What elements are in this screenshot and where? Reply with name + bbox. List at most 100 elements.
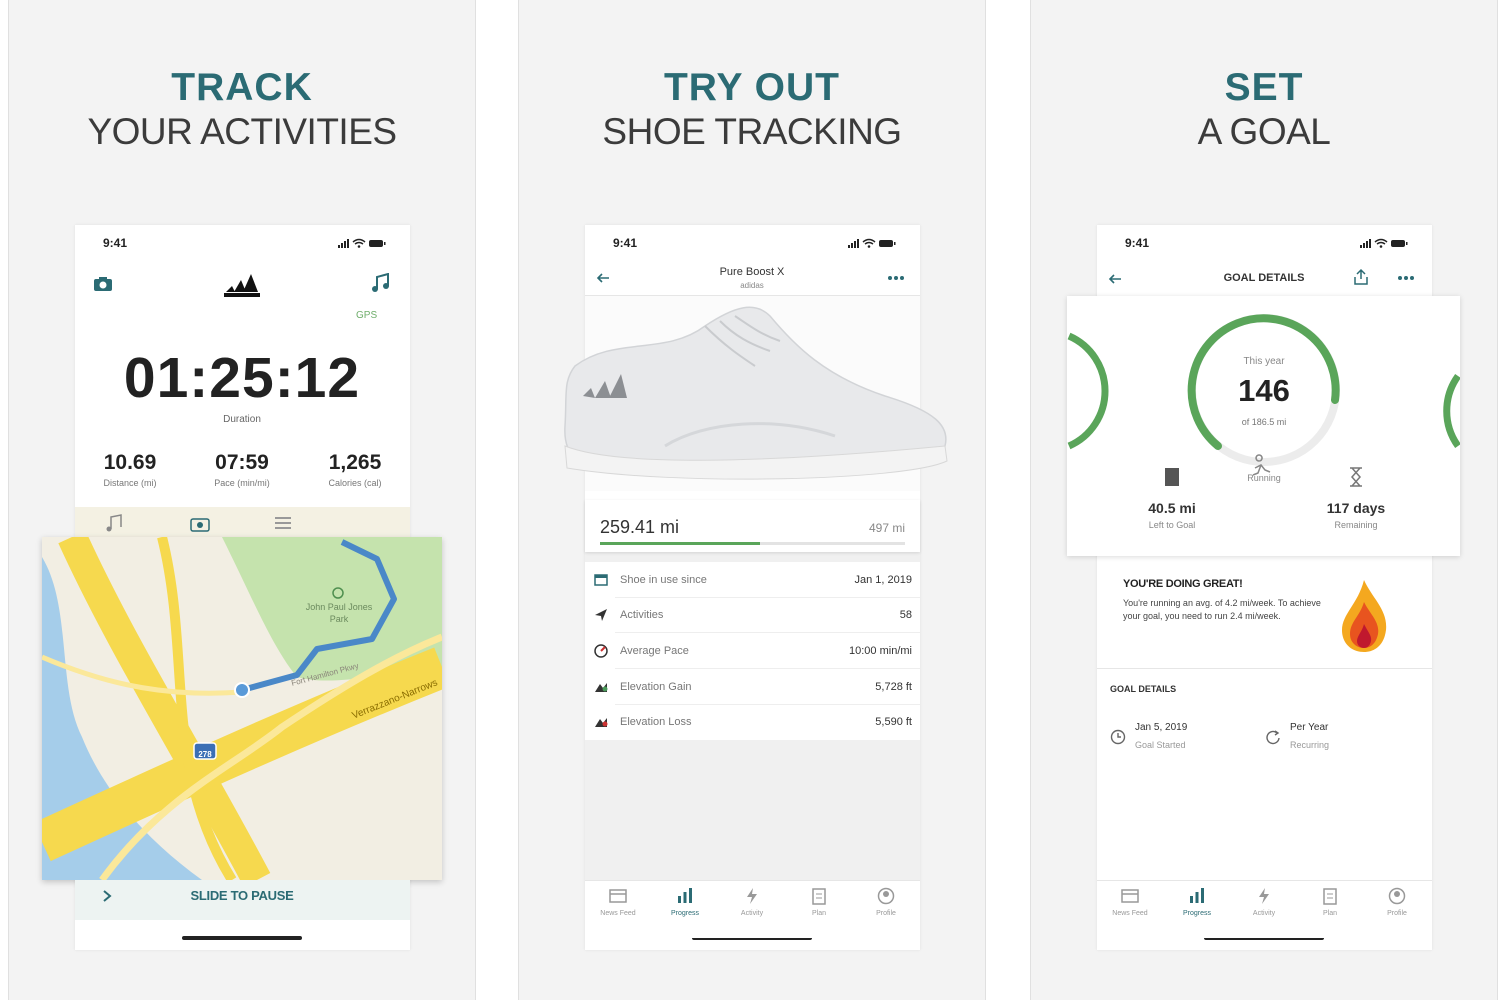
stat-label: Calories (cal): [328, 478, 382, 488]
control-icons: [106, 514, 291, 532]
row-icon-part: [602, 686, 608, 692]
row-icon-part: [600, 646, 606, 652]
stat-value: 1,265: [328, 451, 382, 474]
section-title: GOAL DETAILS: [1110, 684, 1177, 694]
more-icon-part: [1398, 276, 1402, 280]
detail-icon-part: [1266, 730, 1280, 745]
goal-ring-part: [1187, 314, 1340, 450]
control-bar: [75, 507, 410, 537]
goal-stat-value: 117 days: [1326, 500, 1386, 516]
status-icons-part: [338, 245, 340, 248]
status-icons: [1360, 238, 1408, 248]
panel-subheading: A GOAL: [1197, 111, 1331, 152]
shoe-image-part: [664, 422, 836, 448]
control-icons-part: [275, 527, 291, 529]
goal-stat-label: Left to Goal: [1148, 520, 1196, 530]
status-icons-part: [344, 241, 346, 248]
status-icons-part: [854, 241, 856, 248]
map-part: [157, 537, 237, 880]
row-value: 5,590 ft: [875, 716, 912, 728]
map-part: [193, 742, 217, 760]
tab-icon-part: [812, 888, 826, 905]
home-indicator: [1204, 936, 1324, 940]
detail-label: Goal Started: [1135, 740, 1186, 750]
tab-label: Activity: [740, 910, 764, 917]
control-icons-part: [110, 514, 122, 529]
status-icons-part: [352, 238, 366, 245]
shoe-image-part: [704, 315, 781, 367]
tab-label: News Feed: [600, 910, 636, 917]
status-icons-part: [347, 239, 349, 248]
tab-icon: [1323, 888, 1337, 905]
status-icons-part: [862, 238, 876, 245]
map-part: [42, 647, 442, 862]
goal-stat-label: Remaining: [1334, 520, 1378, 530]
map-part: [42, 654, 243, 696]
divider: [585, 295, 920, 296]
map-part: [222, 537, 442, 681]
tab-icon-part: [609, 889, 627, 903]
status-icons-part: [1374, 238, 1388, 245]
detail-icon-part: [1110, 729, 1126, 745]
status-icons-part: [1360, 245, 1362, 248]
flame-icon: [1342, 580, 1387, 652]
back-arrow: [596, 273, 609, 283]
panel-heading: TRY OUT: [663, 66, 840, 109]
tab-label: Plan: [1322, 910, 1337, 917]
panel-subheading: SHOE TRACKING: [602, 111, 902, 152]
status-icons-part: [1369, 239, 1371, 248]
shoe-image-part: [564, 445, 948, 480]
status-icons-part: [357, 245, 361, 248]
tab-label: Progress: [670, 910, 699, 917]
map-part: [241, 539, 397, 693]
row-label: Elevation Gain: [620, 681, 692, 693]
tab-icon-part: [1190, 896, 1193, 903]
goal-ring-part: [1443, 373, 1460, 449]
more-icon-part: [900, 276, 904, 280]
tab-icon: [1190, 888, 1204, 903]
row-icon-part: [595, 609, 607, 621]
tab-icon: [812, 888, 826, 905]
more-icon: [1398, 276, 1414, 280]
goal-ring-part: [1350, 467, 1362, 487]
row-label: Shoe in use since: [620, 574, 707, 586]
row-icon-part: [594, 644, 608, 658]
more-icon: [888, 276, 904, 280]
stat-label: Pace (min/mi): [214, 478, 270, 488]
map-label: 278: [198, 750, 212, 759]
goal-stat-value: 40.5 mi: [1148, 500, 1196, 516]
goal-ring: [1067, 314, 1460, 487]
control-icons-part: [197, 522, 203, 528]
music-icon-part: [376, 273, 389, 289]
tab-icon-part: [1121, 889, 1139, 903]
map-part: [99, 633, 442, 880]
tab-icon: [1259, 888, 1269, 904]
ring-subtitle: of 186.5 mi: [1241, 417, 1287, 427]
back-arrow: [1108, 274, 1121, 284]
tab-icon: [877, 887, 895, 905]
map-part: [234, 682, 250, 698]
slider-label: SLIDE TO PAUSE: [190, 888, 294, 903]
row-value: 10:00 min/mi: [849, 645, 912, 657]
row-icon: [595, 718, 608, 727]
sport-label: Running: [1247, 473, 1281, 483]
screen-title: Pure Boost X: [719, 266, 785, 278]
row-icon: [594, 574, 608, 586]
tab-icon: [1121, 889, 1139, 903]
tab-icon: [678, 888, 692, 903]
status-time: 9:41: [613, 236, 638, 250]
map-part: [58, 537, 271, 880]
tab-icon: [609, 889, 627, 903]
status-icons-part: [369, 240, 383, 247]
status-icons-part: [1363, 243, 1365, 248]
tab-icon-part: [1388, 887, 1406, 905]
row-value: 5,728 ft: [875, 681, 912, 693]
tab-icon: [747, 888, 757, 904]
tab-icon-part: [747, 888, 757, 904]
row-value: 58: [899, 609, 912, 621]
brand-logo-part: [226, 274, 258, 292]
tab-label: Plan: [811, 910, 826, 917]
row-value: Jan 1, 2019: [854, 574, 913, 586]
share-icon: [1354, 268, 1368, 285]
status-icons: [338, 238, 386, 248]
